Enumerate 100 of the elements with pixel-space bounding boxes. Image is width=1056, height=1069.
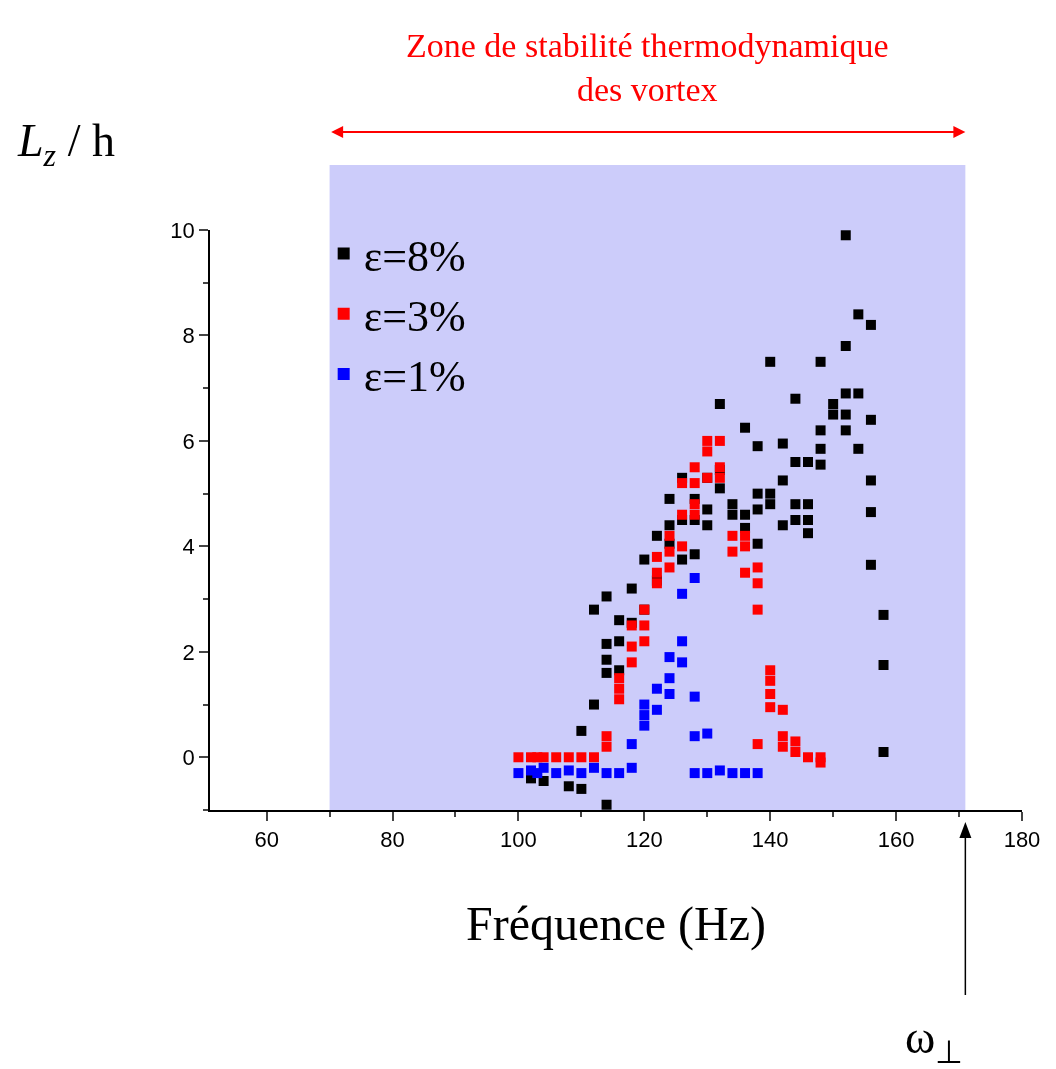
point [601, 741, 612, 752]
point [689, 499, 700, 510]
point [740, 541, 751, 552]
x-tick-label: 60 [254, 827, 279, 853]
point [765, 689, 776, 699]
point [513, 768, 524, 779]
point [702, 728, 713, 739]
point [740, 567, 751, 578]
point [777, 704, 788, 715]
point [651, 683, 662, 694]
point [626, 657, 637, 668]
point [601, 768, 612, 779]
legend-label: ε=1% [363, 352, 466, 402]
point [563, 765, 574, 776]
point [664, 652, 675, 663]
point [802, 752, 813, 763]
point [702, 435, 713, 446]
point [777, 741, 788, 752]
y-tick-label: 4 [182, 534, 195, 560]
y-tick-label: 10 [170, 217, 195, 243]
point [714, 472, 725, 483]
y-tick-label: 2 [182, 639, 195, 665]
text: ω$_{⊥}$ [905, 1012, 964, 1069]
point [752, 768, 763, 779]
x-tick-label: 180 [1003, 827, 1041, 853]
point [614, 768, 625, 779]
point [689, 478, 700, 489]
point [727, 768, 738, 779]
point [752, 562, 763, 573]
point [677, 657, 688, 668]
point [790, 747, 801, 757]
point [538, 762, 549, 773]
band-label: Zone de stabilité thermodynamique des vortex [406, 27, 889, 109]
point [815, 752, 826, 763]
point [651, 551, 662, 562]
point [639, 699, 650, 710]
legend-label: ε=3% [363, 291, 466, 341]
point [702, 768, 713, 779]
point [614, 673, 625, 684]
point [513, 752, 524, 763]
point [689, 691, 700, 702]
point [752, 604, 763, 615]
point [626, 641, 637, 652]
point [563, 752, 574, 763]
point [576, 752, 587, 763]
y-axis-title: L$_{z}$ / h [17, 115, 115, 173]
point [551, 752, 562, 763]
point [538, 752, 549, 763]
point [601, 731, 612, 742]
x-axis-title: Fréquence (Hz) [466, 896, 766, 951]
x-tick-label: 100 [500, 827, 537, 853]
point [727, 546, 738, 557]
point [727, 530, 738, 541]
point [551, 768, 562, 779]
point [765, 702, 776, 713]
point [588, 752, 599, 763]
y-tick-label: 6 [182, 428, 195, 454]
x-tick-label: 80 [380, 827, 405, 853]
point [752, 739, 763, 750]
point [626, 762, 637, 773]
point [626, 739, 637, 750]
point [664, 546, 675, 557]
point [752, 578, 763, 589]
point [639, 710, 650, 721]
x-tick-label: 120 [625, 827, 663, 853]
point [651, 567, 662, 578]
point [664, 530, 675, 541]
legend-label: ε=8% [363, 231, 466, 281]
point [765, 675, 776, 686]
point [677, 478, 688, 489]
point [702, 446, 713, 457]
point [689, 462, 700, 473]
point [651, 704, 662, 715]
point [777, 731, 788, 742]
x-tick-label: 140 [751, 827, 789, 853]
point [588, 762, 599, 773]
point [639, 720, 650, 731]
point [790, 736, 801, 747]
y-tick-label: 8 [182, 323, 195, 349]
point [765, 665, 776, 676]
point [677, 636, 688, 647]
point [689, 768, 700, 779]
point [714, 435, 725, 446]
point [677, 541, 688, 552]
point [664, 689, 675, 699]
point [689, 509, 700, 520]
point [677, 509, 688, 520]
point [576, 768, 587, 779]
point [677, 588, 688, 599]
point [639, 620, 650, 631]
point [614, 683, 625, 694]
y-tick-label: 0 [182, 744, 195, 770]
point [614, 694, 625, 705]
point [689, 573, 700, 583]
point [740, 768, 751, 779]
point [639, 636, 650, 647]
point [740, 530, 751, 541]
point [714, 765, 725, 776]
point [664, 562, 675, 573]
point [689, 731, 700, 742]
